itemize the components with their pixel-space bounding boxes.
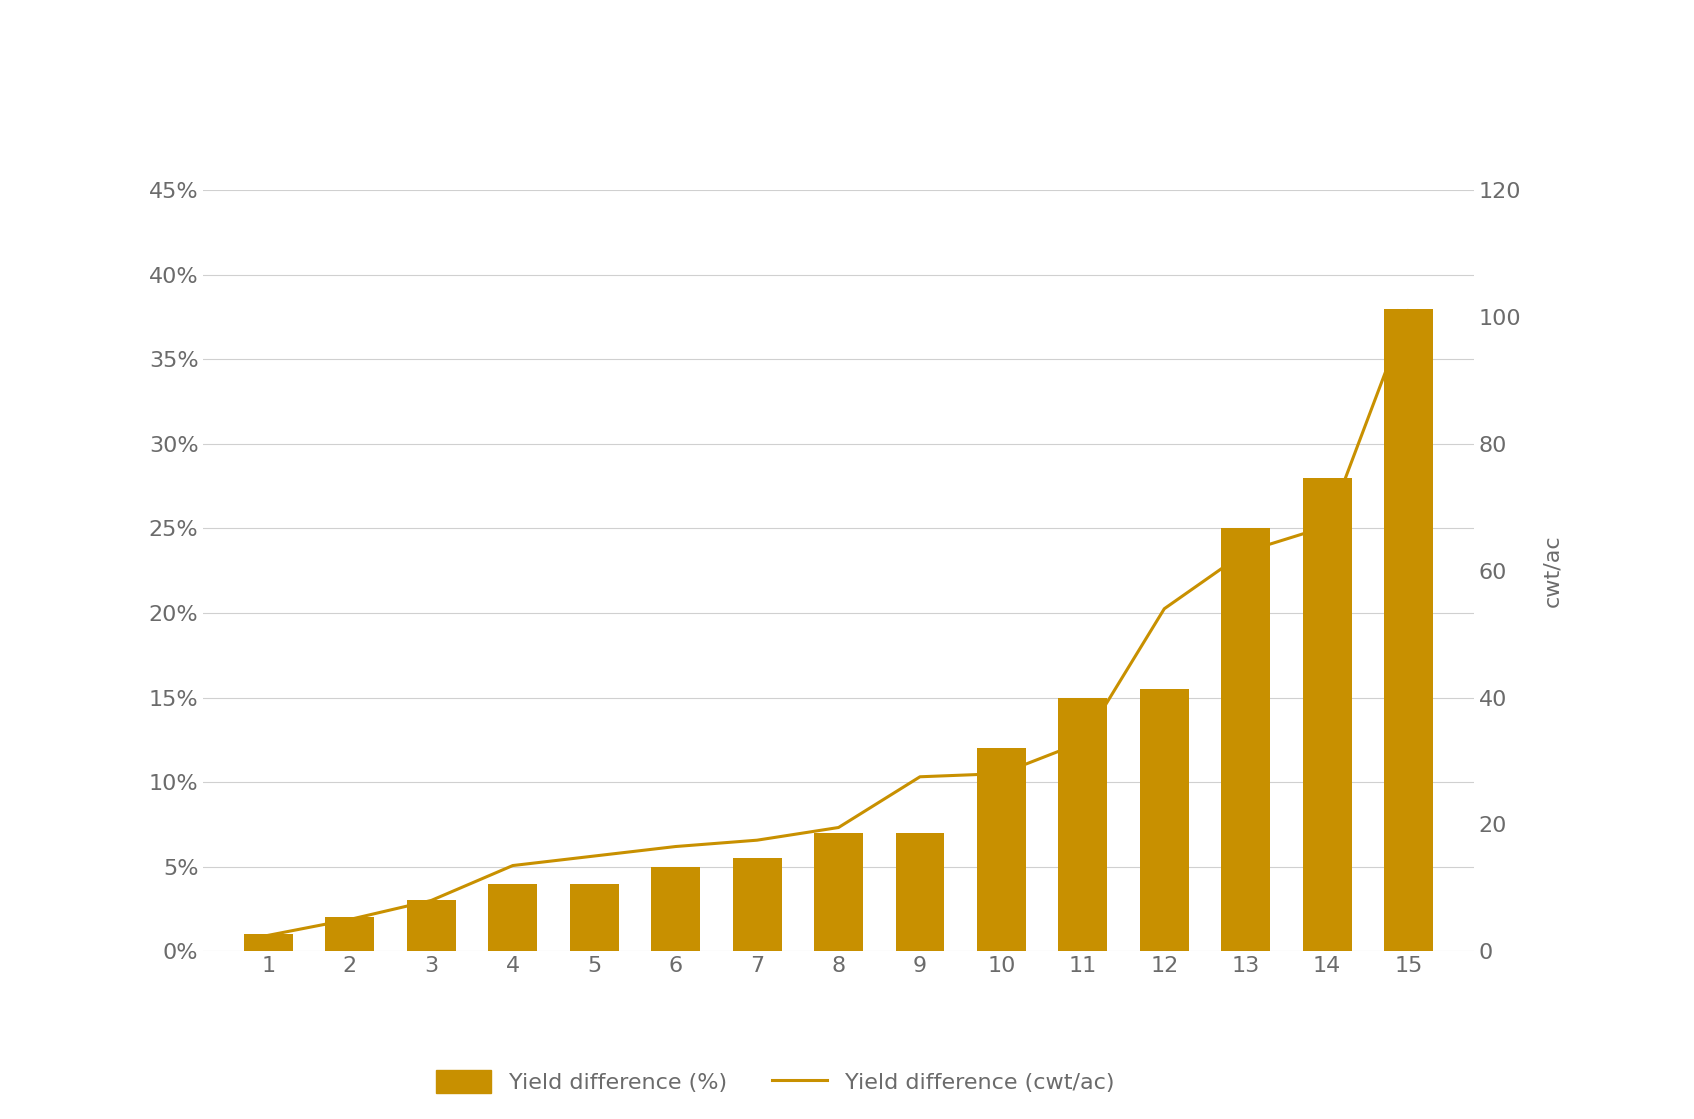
Legend: Yield difference (%), Yield difference (cwt/ac): Yield difference (%), Yield difference (… bbox=[427, 1061, 1123, 1102]
Bar bbox=[325, 918, 374, 951]
Y-axis label: cwt/ac: cwt/ac bbox=[1542, 535, 1562, 606]
Bar bbox=[488, 884, 537, 951]
Bar bbox=[1303, 478, 1352, 951]
Bar bbox=[1221, 528, 1270, 951]
Bar bbox=[244, 934, 293, 951]
Bar bbox=[407, 901, 456, 951]
Bar bbox=[1140, 689, 1189, 951]
Bar bbox=[896, 833, 945, 951]
Bar bbox=[734, 858, 781, 951]
Bar bbox=[569, 884, 618, 951]
Bar bbox=[977, 749, 1027, 951]
Bar bbox=[650, 866, 700, 951]
Bar bbox=[815, 833, 862, 951]
Bar bbox=[1059, 697, 1108, 951]
Bar bbox=[1384, 309, 1433, 951]
